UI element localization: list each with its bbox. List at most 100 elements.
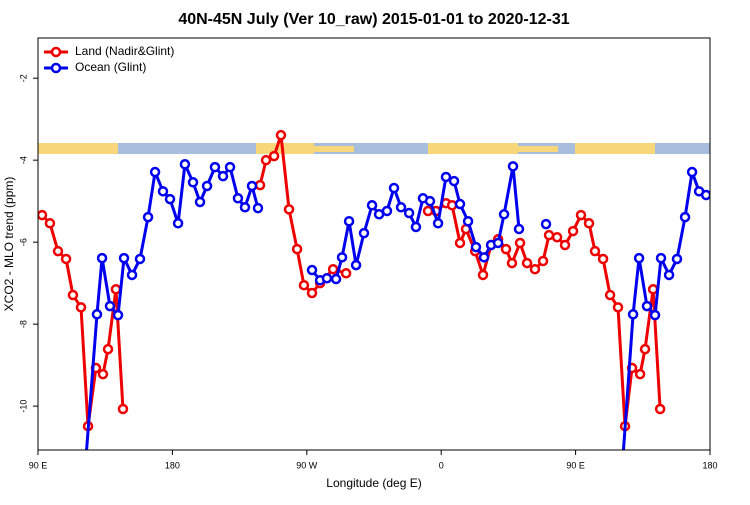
data-point — [514, 237, 526, 249]
data-point — [44, 218, 56, 229]
y-tick-label: -4 — [18, 156, 28, 164]
x-tick-label: 180 — [165, 460, 180, 470]
data-point — [507, 161, 519, 172]
data-point — [52, 245, 64, 257]
data-point — [75, 302, 87, 313]
legend-marker — [50, 62, 62, 74]
data-point — [506, 257, 518, 269]
data-point — [260, 154, 272, 166]
data-point — [633, 252, 645, 264]
data-point — [604, 289, 616, 301]
x-tick-label: 90 E — [566, 460, 585, 470]
data-point — [306, 264, 318, 276]
y-tick-label: -2 — [18, 74, 28, 82]
data-point — [102, 343, 114, 355]
data-point — [492, 237, 504, 249]
data-point — [627, 309, 639, 320]
data-point — [343, 215, 355, 227]
data-point — [112, 309, 124, 321]
data-point — [350, 259, 362, 271]
x-tick-label: 90 E — [29, 460, 48, 470]
data-point — [110, 284, 122, 295]
data-point — [381, 205, 393, 217]
data-point — [641, 300, 653, 312]
data-point — [126, 269, 138, 281]
y-tick-label: -8 — [18, 320, 28, 328]
data-point — [224, 161, 236, 173]
data-point — [179, 159, 191, 170]
data-point — [187, 177, 199, 188]
data-point — [403, 207, 415, 219]
data-point — [529, 263, 541, 275]
data-point — [149, 166, 161, 178]
data-point — [252, 202, 264, 214]
data-point — [655, 252, 667, 264]
data-point — [164, 193, 176, 205]
data-point — [321, 272, 333, 284]
data-point — [157, 186, 169, 197]
data-point — [201, 180, 213, 192]
data-point — [513, 223, 525, 235]
plot-frame — [37, 37, 711, 451]
data-point — [559, 239, 571, 251]
data-point — [575, 209, 587, 221]
data-point — [134, 253, 146, 265]
y-tick-label: -10 — [18, 400, 28, 413]
data-point — [91, 309, 103, 320]
y-tick-label: -6 — [18, 238, 28, 246]
data-point — [340, 268, 352, 279]
data-point — [254, 179, 266, 191]
data-point — [38, 209, 48, 221]
data-point — [239, 202, 251, 213]
legend-label: Land (Nadir&Glint) — [75, 44, 174, 58]
data-point — [454, 198, 466, 210]
data-point — [424, 195, 436, 207]
data-point — [283, 204, 295, 215]
data-point — [96, 252, 108, 264]
data-point — [291, 243, 303, 255]
data-point — [327, 263, 339, 275]
land-ocean-strip — [38, 143, 710, 154]
data-point — [567, 225, 579, 237]
x-axis-label: Longitude (deg E) — [326, 476, 421, 490]
data-point — [446, 200, 458, 211]
data-point — [478, 252, 490, 263]
data-point — [671, 253, 683, 265]
data-point — [142, 211, 154, 223]
data-point — [209, 161, 221, 173]
data-point — [589, 245, 601, 257]
data-point — [521, 257, 533, 269]
x-tick-label: 0 — [439, 460, 444, 470]
data-point — [232, 193, 244, 204]
data-point — [366, 200, 378, 211]
plot-area — [38, 129, 710, 450]
data-point — [358, 227, 370, 239]
chart-title: 40N-45N July (Ver 10_raw) 2015-01-01 to … — [178, 11, 569, 28]
data-point — [454, 237, 466, 249]
data-point — [172, 218, 184, 229]
data-point — [388, 182, 400, 194]
data-point — [330, 273, 342, 285]
y-axis-label: XCO2 - MLO trend (ppm) — [2, 177, 16, 312]
data-point — [104, 300, 116, 312]
data-point — [477, 269, 489, 281]
data-point — [612, 302, 624, 313]
data-point — [679, 211, 691, 223]
data-point — [275, 129, 287, 141]
data-point — [462, 215, 474, 227]
data-point — [432, 218, 444, 229]
x-tick-label: 90 W — [296, 460, 318, 470]
data-point — [686, 166, 698, 178]
data-point — [268, 150, 280, 162]
x-tick-label: 180 — [702, 460, 717, 470]
data-point — [500, 243, 512, 255]
data-point — [410, 221, 422, 233]
data-point — [537, 255, 549, 267]
data-point — [298, 279, 310, 291]
data-point — [583, 218, 595, 229]
data-point — [700, 189, 710, 201]
data-point — [597, 253, 609, 265]
data-point — [97, 368, 109, 380]
